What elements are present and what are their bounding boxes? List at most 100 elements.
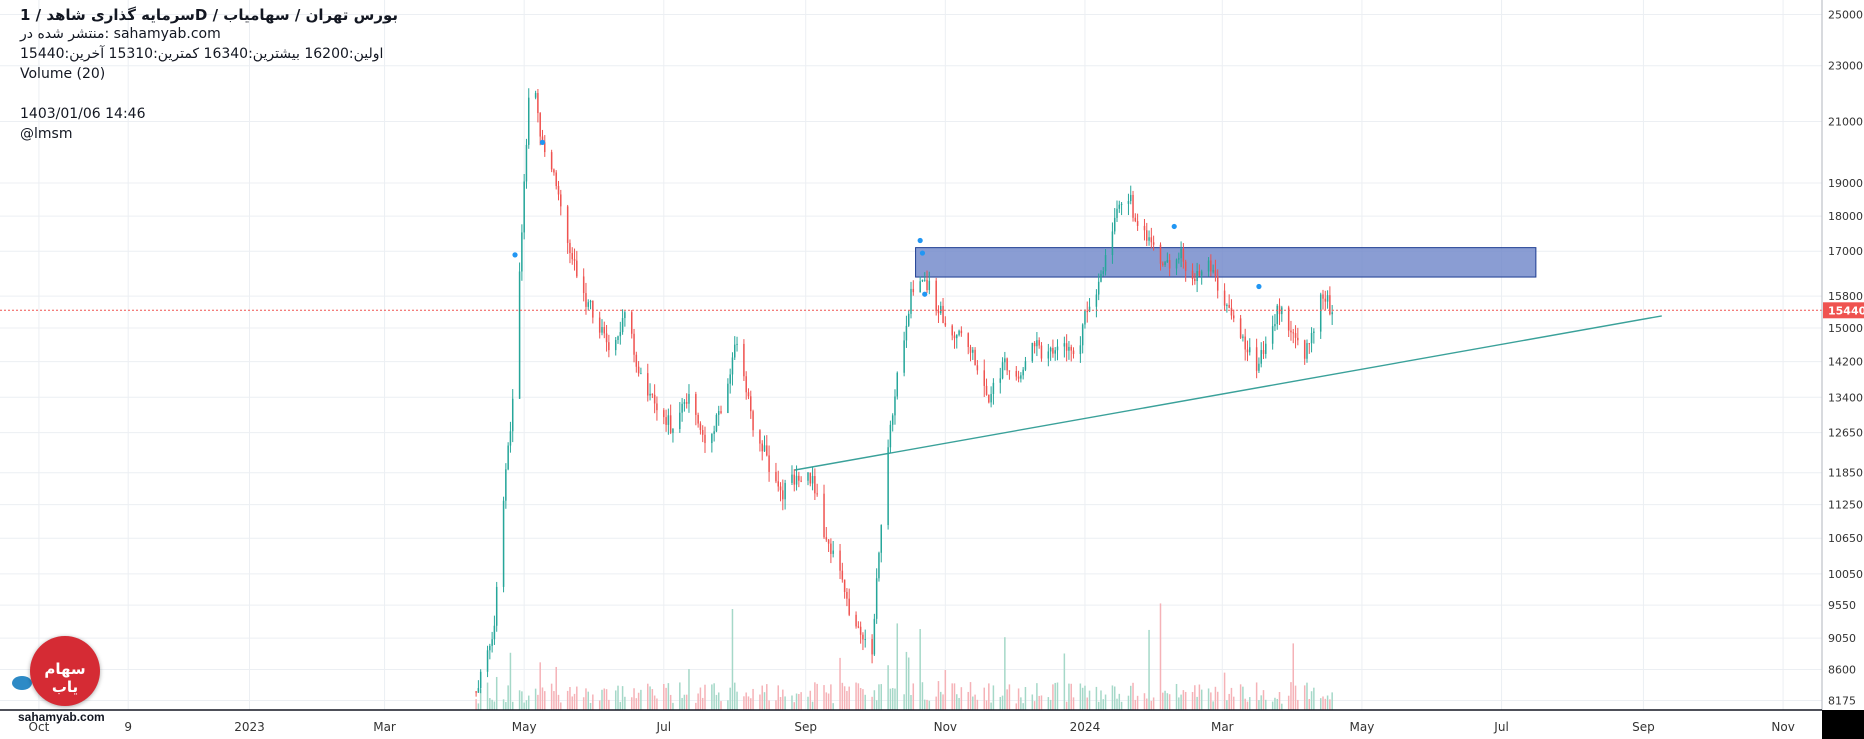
volume-bar	[843, 686, 846, 710]
candle-body	[734, 344, 736, 358]
event-dot	[922, 291, 928, 297]
volume-bar	[630, 697, 633, 710]
volume-bar	[669, 694, 672, 710]
candle-body	[1001, 362, 1004, 379]
candle-body	[647, 373, 649, 396]
candle-body	[1258, 363, 1260, 371]
volume-bar	[1322, 696, 1324, 710]
volume-bar	[537, 694, 539, 710]
volume-bar	[889, 688, 892, 710]
volume-bar	[720, 701, 722, 710]
resistance-zone[interactable]	[915, 247, 1537, 278]
candle-body	[1313, 331, 1315, 333]
volume-bar	[1331, 692, 1333, 710]
trendline[interactable]	[794, 315, 1662, 471]
candle-body	[878, 552, 880, 579]
volume-bar	[775, 700, 777, 710]
volume-bar	[944, 670, 947, 710]
volume-bar	[1223, 672, 1226, 710]
volume-bar	[919, 629, 921, 710]
volume-bar	[1150, 700, 1153, 710]
candle-body	[605, 333, 608, 343]
volume-bar	[656, 698, 658, 710]
candle-body	[793, 474, 796, 485]
volume-bar	[495, 676, 498, 710]
candle-body	[983, 370, 985, 386]
candle-body	[944, 322, 947, 326]
volume-bar	[846, 690, 848, 710]
volume-bar	[589, 702, 592, 710]
candle-body	[491, 639, 493, 646]
candle-body	[912, 288, 915, 293]
volume-bar	[880, 684, 882, 710]
volume-bar	[1088, 690, 1091, 710]
volume-bar	[1246, 701, 1249, 710]
volume-bar	[1303, 685, 1306, 710]
candle-body	[587, 302, 590, 307]
price-axis[interactable]: 25000 23000 21000 19000 18000 17000 15800 15000…	[1821, 0, 1864, 710]
candle-body	[919, 281, 921, 293]
volume-bar	[489, 698, 491, 710]
candle-body	[523, 181, 525, 233]
candle-body	[1228, 304, 1230, 308]
volume-bar	[814, 682, 816, 710]
volume-bar	[942, 694, 944, 710]
candle-body	[857, 626, 860, 628]
candle-body	[942, 305, 944, 323]
candle-body	[750, 396, 752, 412]
volume-bar	[647, 683, 649, 710]
price-tick-label: 23000	[1828, 60, 1863, 73]
candle-body	[928, 280, 931, 291]
volume-bar	[729, 687, 731, 710]
volume-bar	[782, 689, 784, 710]
volume-bar	[731, 609, 734, 710]
price-tick-label: 19000	[1828, 177, 1863, 190]
volume-bar	[1281, 703, 1283, 710]
candle-body	[715, 414, 718, 432]
volume-bar	[1006, 689, 1008, 710]
volume-bar	[768, 700, 770, 710]
volume-bar	[926, 699, 928, 710]
volume-bar	[1196, 696, 1198, 710]
volume-bar	[640, 689, 642, 710]
candle-body	[630, 312, 633, 334]
candle-body	[1271, 326, 1274, 344]
candle-body	[560, 194, 562, 207]
volume-bar	[713, 683, 715, 710]
candle-body	[566, 206, 569, 243]
volume-bar	[1191, 691, 1194, 710]
candle-body	[1049, 347, 1052, 352]
volume-bar	[857, 683, 860, 710]
candle-body	[1148, 237, 1150, 241]
time-axis[interactable]: Oct 9 2023 Mar May Jul Sep Nov 2024 Mar May Jul Sep N…	[0, 709, 1864, 739]
volume-bar	[1310, 691, 1313, 710]
candle-body	[1246, 349, 1249, 353]
volume-bar	[582, 697, 585, 710]
volume-bar	[1184, 691, 1187, 710]
candle-body	[827, 539, 830, 544]
volume-bar	[1017, 688, 1020, 710]
volume-bar	[1038, 695, 1040, 710]
volume-bar	[1166, 693, 1169, 710]
candle-body	[1255, 347, 1258, 371]
candle-body	[1265, 343, 1267, 354]
volume-bar	[1084, 685, 1086, 710]
candle-body	[1040, 345, 1043, 359]
volume-bar	[1324, 698, 1327, 710]
volume-bar	[1207, 688, 1210, 710]
volume-bar	[750, 698, 752, 710]
volume-indicator-label[interactable]: Volume (20)	[20, 66, 106, 82]
volume-bar	[1292, 643, 1295, 710]
candle-body	[1031, 342, 1034, 362]
volume-bar	[958, 697, 960, 710]
volume-bar	[1056, 682, 1059, 710]
candle-body	[1230, 307, 1233, 316]
volume-bar	[1232, 696, 1235, 710]
volume-bar	[990, 702, 992, 710]
time-tick-label: Jul	[656, 720, 671, 734]
volume-bar	[871, 696, 873, 710]
candle-body	[1297, 337, 1299, 341]
volume-bar	[679, 682, 681, 710]
volume-bar	[1152, 697, 1155, 710]
